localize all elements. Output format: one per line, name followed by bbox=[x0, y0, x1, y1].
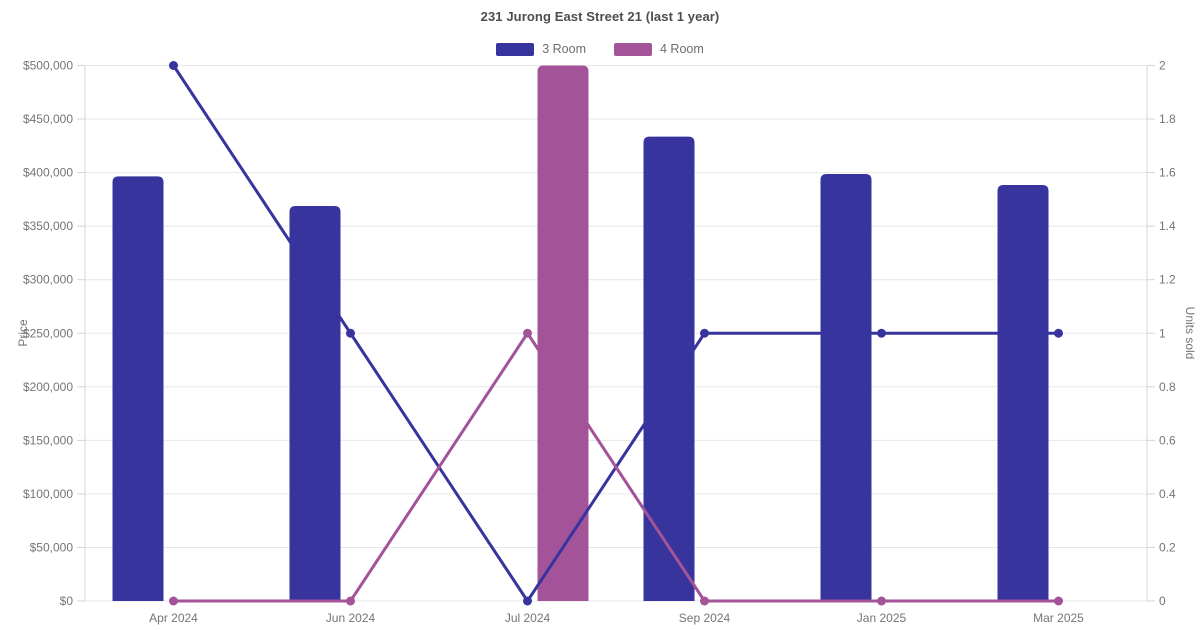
y-axis-left-tick-label: $200,000 bbox=[23, 380, 73, 394]
point-3-room-jan-2025[interactable] bbox=[877, 328, 886, 338]
x-axis-tick-label: Jan 2025 bbox=[857, 611, 907, 625]
bar-4-room-jul-2024[interactable] bbox=[537, 65, 589, 602]
legend-label-3-room: 3 Room bbox=[542, 42, 586, 56]
legend-item-3-room[interactable]: 3 Room bbox=[496, 42, 586, 56]
bar-3-room-mar-2025[interactable] bbox=[997, 185, 1049, 601]
y-axis-left-tick-label: $100,000 bbox=[23, 487, 73, 501]
y-axis-right-tick-label: 1.6 bbox=[1159, 166, 1176, 180]
y-axis-right-tick-label: 0.4 bbox=[1159, 487, 1176, 501]
point-4-room-jun-2024[interactable] bbox=[346, 596, 355, 606]
line-4-room-units bbox=[172, 331, 1060, 603]
point-4-room-jan-2025[interactable] bbox=[877, 596, 886, 606]
x-axis-tick-label: Mar 2025 bbox=[1033, 611, 1084, 625]
y-axis-left-tick-label: $300,000 bbox=[23, 273, 73, 287]
bar-3-room-jan-2025[interactable] bbox=[820, 173, 872, 601]
y-axis-left-name: Price bbox=[16, 319, 30, 347]
point-3-room-jun-2024[interactable] bbox=[346, 328, 355, 338]
point-3-room-mar-2025[interactable] bbox=[1054, 328, 1063, 338]
bar-3-room-jun-2024[interactable] bbox=[289, 206, 341, 601]
x-axis-tick-label: Jul 2024 bbox=[505, 611, 551, 625]
chart-title: 231 Jurong East Street 21 (last 1 year) bbox=[480, 9, 720, 24]
y-axis-left-tick-label: $500,000 bbox=[23, 59, 73, 73]
point-4-room-sep-2024[interactable] bbox=[700, 596, 709, 606]
x-axis-tick-label: Apr 2024 bbox=[149, 611, 198, 625]
legend-item-4-room[interactable]: 4 Room bbox=[614, 42, 704, 56]
chart-legend: 3 Room 4 Room bbox=[0, 42, 1200, 56]
y-axis-right-tick-label: 1.8 bbox=[1159, 112, 1176, 126]
bar-3-room-apr-2024[interactable] bbox=[112, 176, 164, 601]
y-axis-right-tick-label: 1.4 bbox=[1159, 219, 1176, 233]
bar-3-room-sep-2024[interactable] bbox=[643, 136, 695, 602]
point-4-room-apr-2024[interactable] bbox=[169, 596, 178, 606]
y-axis-left-tick-label: $450,000 bbox=[23, 112, 73, 126]
y-axis-right-tick-label: 1 bbox=[1159, 326, 1166, 340]
y-axis-left-tick-label: $250,000 bbox=[23, 326, 73, 340]
point-3-room-jul-2024[interactable] bbox=[523, 596, 532, 606]
y-axis-right-tick-label: 0.6 bbox=[1159, 433, 1176, 447]
y-axis-right-tick-label: 0 bbox=[1159, 594, 1166, 608]
y-axis-right-tick-label: 0.8 bbox=[1159, 380, 1176, 394]
y-axis-left-tick-label: $50,000 bbox=[30, 540, 74, 554]
legend-swatch-3-room bbox=[496, 42, 535, 56]
x-axis-tick-label: Sep 2024 bbox=[679, 611, 731, 625]
legend-label-4-room: 4 Room bbox=[660, 42, 704, 56]
y-axis-right-tick-label: 2 bbox=[1159, 59, 1166, 73]
y-axis-left-tick-label: $0 bbox=[60, 594, 74, 608]
x-axis-tick-label: Jun 2024 bbox=[326, 611, 376, 625]
y-axis-right-name: Units sold bbox=[1183, 307, 1197, 360]
point-3-room-apr-2024[interactable] bbox=[169, 61, 178, 70]
point-3-room-sep-2024[interactable] bbox=[700, 328, 709, 338]
y-axis-left-tick-label: $150,000 bbox=[23, 433, 73, 447]
y-axis-left-tick-label: $400,000 bbox=[23, 166, 73, 180]
point-4-room-mar-2025[interactable] bbox=[1054, 596, 1063, 606]
y-axis-right-tick-label: 1.2 bbox=[1159, 273, 1176, 287]
point-4-room-jul-2024[interactable] bbox=[523, 328, 532, 338]
legend-swatch-4-room bbox=[614, 42, 652, 56]
y-axis-right-tick-label: 0.2 bbox=[1159, 540, 1176, 554]
y-axis-left-tick-label: $350,000 bbox=[23, 219, 73, 233]
